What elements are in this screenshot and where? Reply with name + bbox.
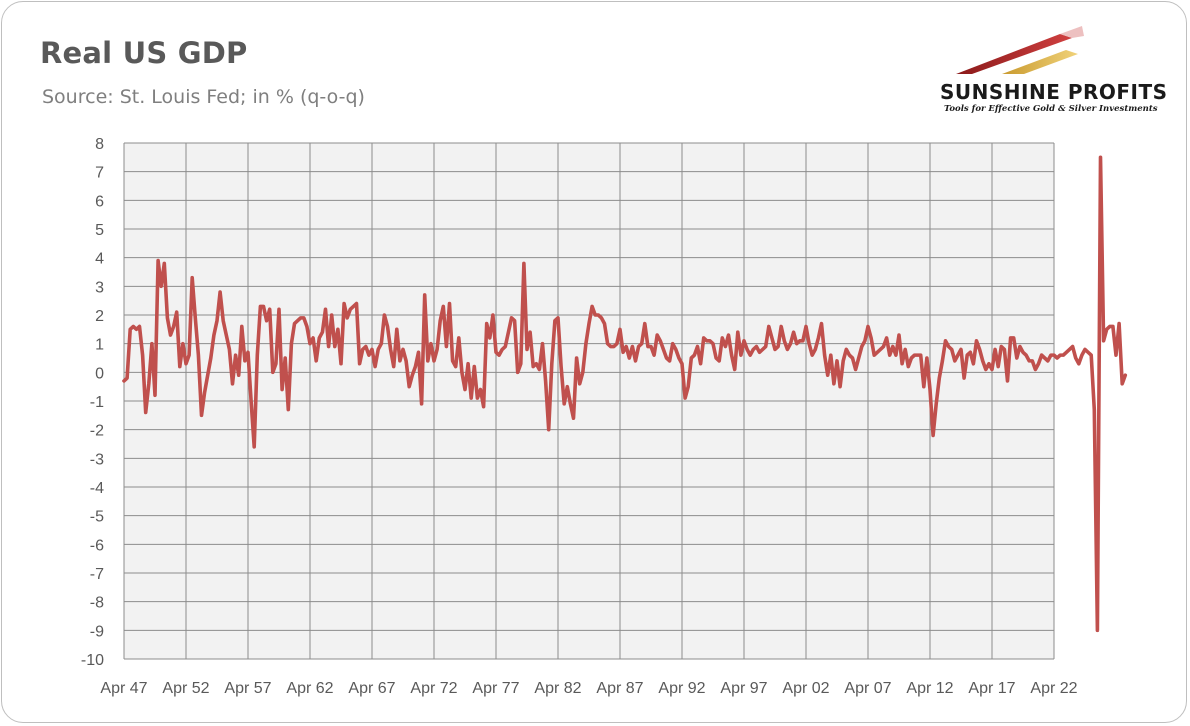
- y-tick-label: 6: [95, 193, 104, 210]
- y-tick-label: 8: [95, 136, 104, 153]
- x-tick-label: Apr 62: [286, 680, 333, 697]
- y-tick-label: -5: [90, 509, 104, 526]
- x-tick-label: Apr 77: [472, 680, 519, 697]
- y-tick-label: 5: [95, 222, 104, 239]
- x-tick-label: Apr 97: [720, 680, 767, 697]
- logo-name: SUNSHINE PROFITS: [940, 80, 1168, 104]
- y-tick-label: -1: [90, 394, 104, 411]
- y-tick-label: 2: [95, 308, 104, 325]
- y-tick-label: 0: [95, 365, 104, 382]
- x-tick-label: Apr 92: [658, 680, 705, 697]
- y-tick-label: -8: [90, 595, 104, 612]
- y-tick-label: 3: [95, 279, 104, 296]
- sunshine-profits-logo-icon: [956, 26, 1084, 74]
- chart-title: Real US GDP: [40, 36, 248, 70]
- y-tick-label: -2: [90, 423, 104, 440]
- y-tick-label: 1: [95, 337, 104, 354]
- y-tick-label: -9: [90, 623, 104, 640]
- x-tick-label: Apr 52: [162, 680, 209, 697]
- y-tick-label: -10: [81, 652, 104, 669]
- x-tick-label: Apr 12: [906, 680, 953, 697]
- chart-subtitle: Source: St. Louis Fed; in % (q-o-q): [42, 86, 365, 108]
- x-tick-label: Apr 82: [534, 680, 581, 697]
- y-tick-label: 4: [95, 251, 104, 268]
- x-tick-label: Apr 02: [782, 680, 829, 697]
- x-tick-label: Apr 07: [844, 680, 891, 697]
- x-tick-label: Apr 87: [596, 680, 643, 697]
- logo-tagline: Tools for Effective Gold & Silver Invest…: [944, 104, 1158, 114]
- x-tick-label: Apr 22: [1030, 680, 1077, 697]
- x-tick-label: Apr 72: [410, 680, 457, 697]
- x-tick-label: Apr 67: [348, 680, 395, 697]
- y-tick-label: -7: [90, 566, 104, 583]
- y-tick-label: -6: [90, 537, 104, 554]
- x-tick-label: Apr 47: [100, 680, 147, 697]
- y-tick-label: 7: [95, 165, 104, 182]
- x-tick-label: Apr 57: [224, 680, 271, 697]
- y-tick-label: -4: [90, 480, 104, 497]
- x-tick-label: Apr 17: [968, 680, 1015, 697]
- gdp-series-line: [122, 155, 1128, 633]
- y-tick-label: -3: [90, 451, 104, 468]
